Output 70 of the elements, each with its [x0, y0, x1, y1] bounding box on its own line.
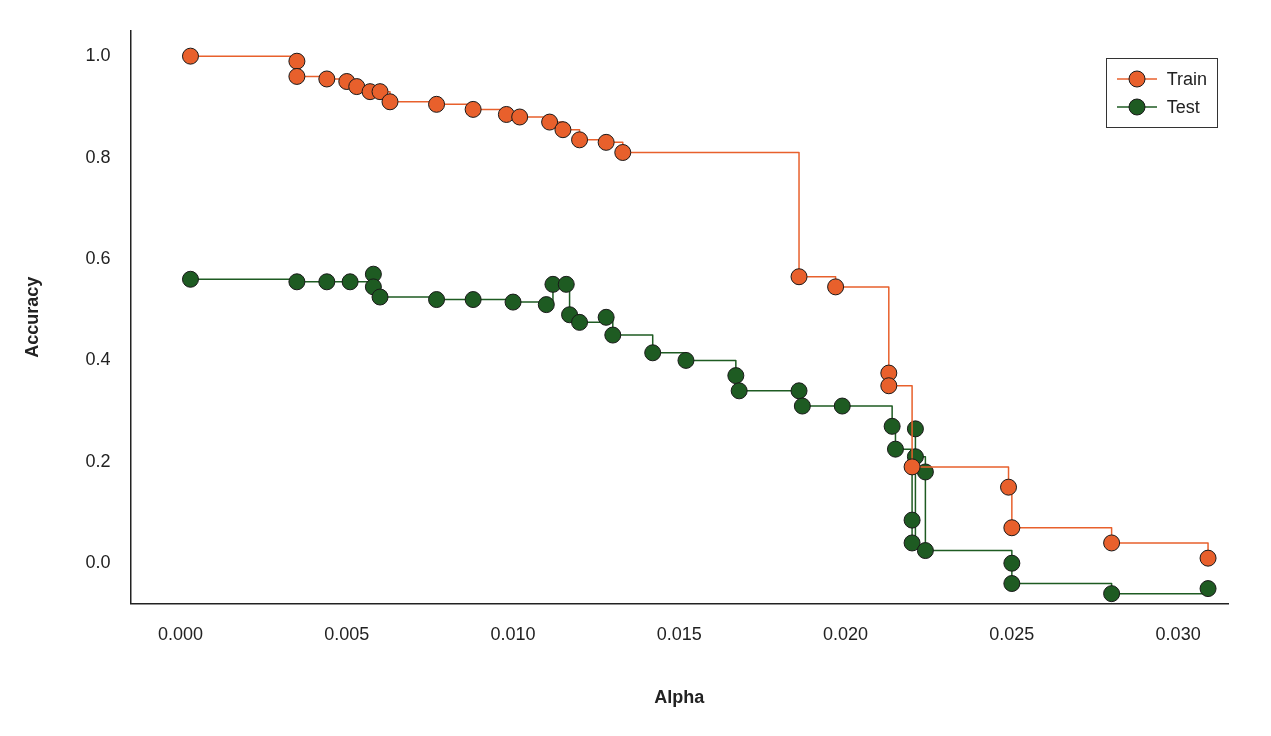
point	[880, 377, 898, 395]
y-tick-label: 1.0	[85, 45, 111, 66]
point	[571, 131, 589, 149]
point	[557, 275, 575, 293]
x-tick-label: 0.010	[490, 623, 536, 644]
point	[903, 534, 921, 552]
point	[597, 133, 615, 151]
point	[1103, 585, 1121, 603]
point	[371, 83, 389, 101]
point	[1003, 575, 1021, 593]
point	[504, 293, 522, 311]
point	[1199, 549, 1217, 567]
point	[790, 382, 808, 400]
point	[497, 105, 515, 123]
x-tick-label: 0.005	[324, 623, 370, 644]
y-tick-label: 0.0	[85, 552, 111, 573]
point	[1003, 519, 1021, 537]
point	[1199, 580, 1217, 598]
point	[288, 273, 306, 291]
y-tick-label: 0.2	[85, 450, 111, 471]
point	[790, 268, 808, 286]
point	[181, 270, 199, 288]
x-tick-label: 0.000	[157, 623, 204, 644]
point	[916, 542, 934, 560]
x-tick-label: 0.015	[656, 623, 702, 644]
point	[381, 93, 399, 111]
point	[730, 382, 748, 400]
y-axis-title: Accuracy	[21, 276, 42, 358]
y-tick-label: 0.8	[85, 146, 111, 167]
point	[1103, 534, 1121, 552]
point	[288, 52, 306, 70]
point	[571, 313, 589, 331]
point	[1003, 554, 1021, 572]
point	[903, 458, 921, 476]
point	[597, 308, 615, 326]
point	[554, 121, 572, 139]
point	[1000, 478, 1018, 496]
point	[428, 95, 446, 113]
point	[644, 344, 662, 362]
point	[677, 351, 695, 369]
point	[288, 67, 306, 85]
point	[833, 397, 851, 415]
point	[464, 291, 482, 309]
point	[341, 273, 359, 291]
point	[318, 70, 336, 88]
point	[883, 417, 901, 435]
point	[903, 511, 921, 529]
point	[348, 78, 366, 96]
y-tick-label: 0.4	[85, 349, 111, 370]
x-tick-label: 0.020	[823, 623, 869, 644]
point	[727, 367, 745, 385]
point	[537, 296, 555, 314]
point	[886, 440, 904, 458]
point	[604, 326, 622, 344]
point	[827, 278, 845, 296]
legend-label: Train	[1166, 68, 1207, 90]
point	[464, 100, 482, 118]
point	[511, 108, 529, 126]
point	[614, 144, 632, 161]
point	[428, 291, 446, 309]
point	[541, 113, 559, 131]
point	[181, 47, 199, 65]
legend-label: Test	[1166, 96, 1200, 118]
y-tick-label: 0.6	[85, 247, 111, 268]
x-tick-label: 0.025	[989, 623, 1035, 644]
x-axis-title: Alpha	[654, 687, 706, 708]
point	[793, 397, 811, 415]
point	[371, 288, 389, 306]
x-tick-label: 0.030	[1155, 623, 1201, 644]
point	[318, 273, 336, 291]
